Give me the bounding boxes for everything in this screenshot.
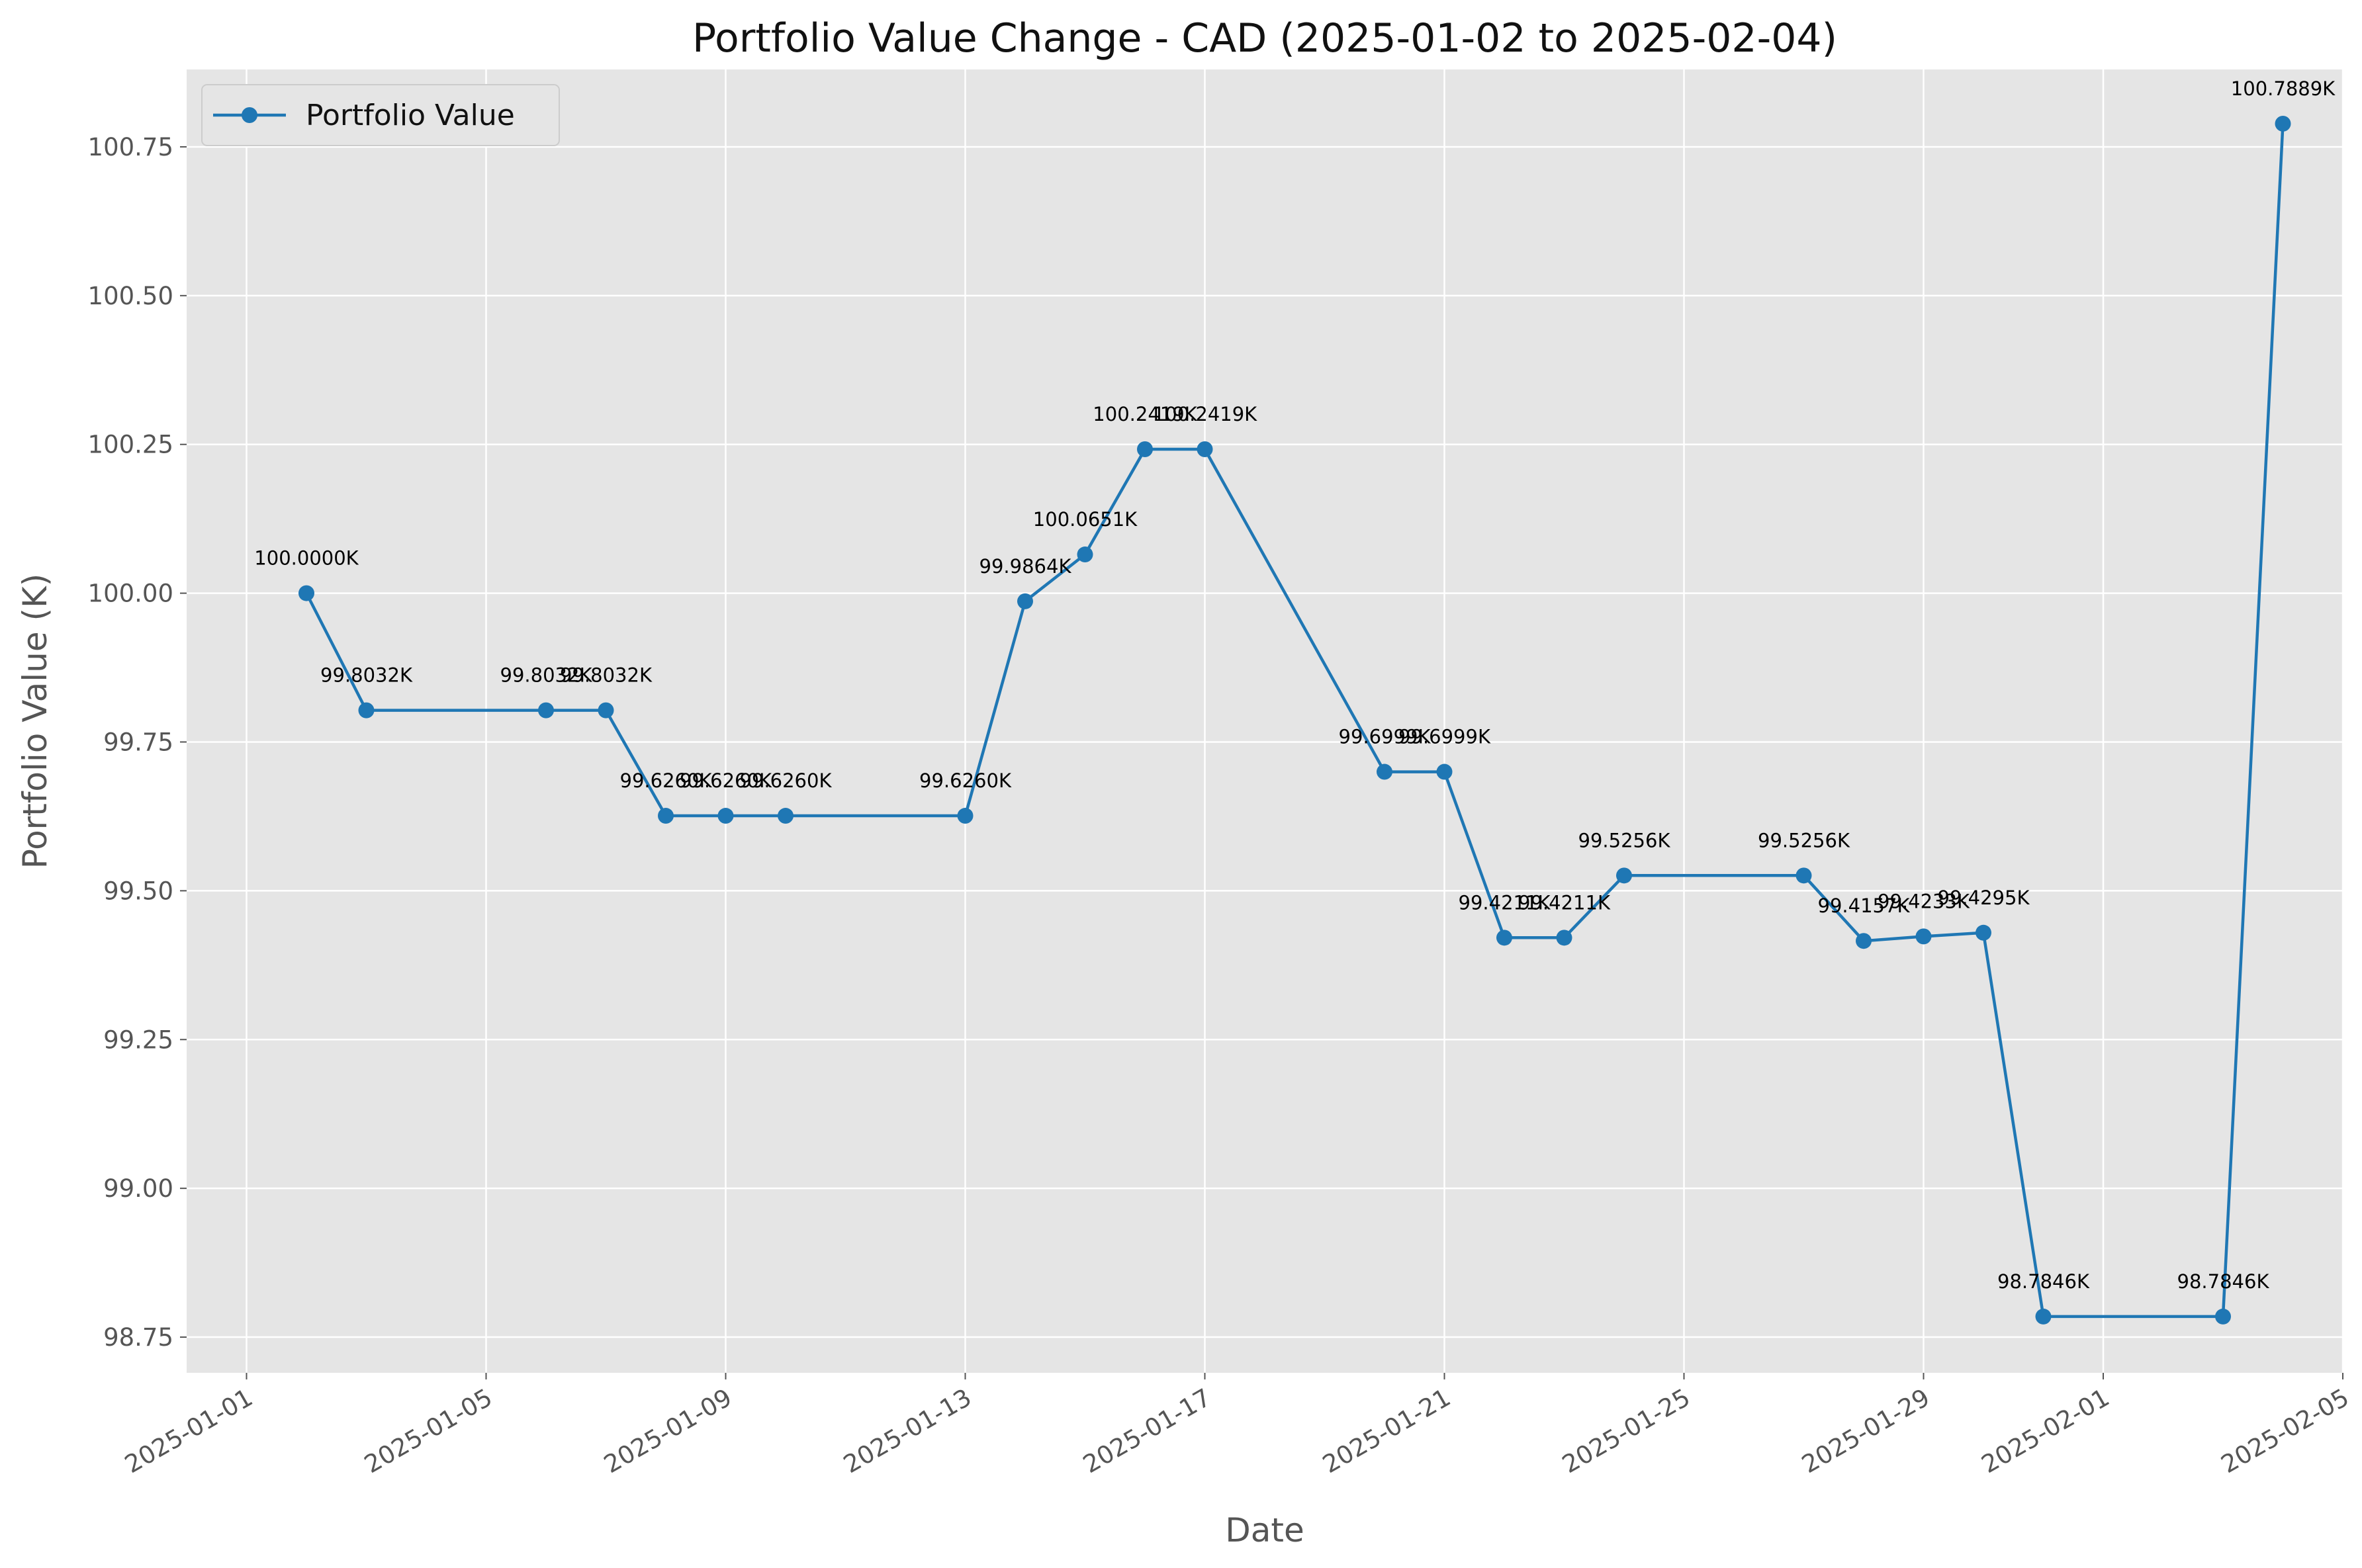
y-tick-label: 100.25 [88, 431, 173, 459]
x-axis-label: Date [1225, 1511, 1304, 1549]
data-point [1377, 763, 1392, 780]
x-tick-label: 2025-01-29 [1797, 1383, 1934, 1479]
y-tick-label: 100.75 [88, 133, 173, 161]
data-point [1856, 933, 1872, 949]
data-label: 99.8032K [320, 664, 413, 687]
data-label: 99.4233K [1878, 890, 1970, 912]
data-point [2035, 1308, 2052, 1325]
y-tick-label: 100.00 [88, 580, 173, 608]
data-point [658, 808, 674, 824]
data-label: 99.4295K [1938, 887, 2030, 909]
data-point [2275, 115, 2291, 132]
data-label: 99.4157K [1818, 894, 1911, 917]
data-point [1436, 763, 1453, 780]
data-point [1616, 867, 1632, 884]
data-point [598, 702, 614, 719]
data-point [1496, 930, 1512, 946]
x-tick-label: 2025-01-25 [1557, 1383, 1695, 1479]
y-axis-label: Portfolio Value (K) [16, 574, 54, 869]
y-tick-label: 99.50 [103, 877, 173, 905]
data-point [358, 702, 375, 719]
y-tick-label: 99.75 [103, 728, 173, 756]
y-tick-label: 98.75 [103, 1323, 173, 1352]
data-point [1137, 441, 1153, 457]
x-tick-label: 2025-01-21 [1318, 1383, 1455, 1479]
data-label: 100.0000K [254, 547, 359, 570]
data-point [717, 808, 734, 824]
data-label: 100.0651K [1033, 508, 1138, 531]
data-label: 98.7846K [2177, 1270, 2270, 1293]
data-label: 100.2419K [1153, 403, 1257, 425]
x-tick-label: 2025-01-09 [599, 1383, 737, 1479]
data-point [1556, 930, 1572, 946]
data-point [538, 702, 554, 719]
x-tick-label: 2025-01-17 [1078, 1383, 1216, 1479]
series-line [304, 123, 2285, 1319]
data-point [778, 808, 794, 824]
legend-box [201, 84, 560, 146]
data-label: 99.4211K [1518, 891, 1611, 914]
data-label: 99.8032K [500, 664, 593, 687]
x-tick-label: 2025-01-01 [120, 1383, 257, 1479]
plot-background [187, 69, 2343, 1373]
data-label: 99.6260K [919, 769, 1012, 792]
series-layer [298, 115, 2291, 1325]
x-tick-label: 2025-01-13 [839, 1383, 976, 1479]
data-point [1795, 867, 1812, 884]
legend-label: Portfolio Value [306, 99, 515, 132]
legend-marker [242, 107, 257, 123]
data-label: 99.6260K [680, 769, 772, 792]
data-label: 99.5256K [1578, 829, 1671, 851]
x-tick-label: 2025-01-05 [359, 1383, 497, 1479]
data-label: 99.8032K [560, 664, 653, 687]
x-tick-label: 2025-02-05 [2216, 1383, 2354, 1479]
data-point [298, 585, 314, 601]
data-point [1197, 441, 1213, 457]
data-label: 99.5256K [1758, 829, 1850, 851]
data-point [2215, 1308, 2231, 1325]
data-point [957, 808, 974, 824]
data-label: 99.6999K [1398, 726, 1491, 748]
data-label: 99.6260K [620, 769, 713, 792]
data-label: 98.7846K [1997, 1270, 2090, 1293]
data-point [1976, 924, 1991, 941]
x-tick-label: 2025-02-01 [1977, 1383, 2114, 1479]
chart-title: Portfolio Value Change - CAD (2025-01-02… [692, 15, 1837, 62]
data-label: 99.6260K [740, 769, 833, 792]
data-point [1915, 928, 1932, 945]
grid-lines [187, 69, 2344, 1373]
data-label: 100.7889K [2231, 77, 2336, 100]
y-tick-label: 99.25 [103, 1025, 173, 1054]
data-point [1077, 546, 1093, 563]
legend: Portfolio Value [201, 84, 560, 146]
data-label: 99.9864K [979, 555, 1072, 578]
data-label: 100.2419K [1093, 403, 1197, 425]
data-label: 99.6999K [1339, 726, 1431, 748]
y-tick-label: 100.50 [88, 282, 173, 310]
data-label: 99.4211K [1459, 891, 1551, 914]
data-point [1017, 593, 1033, 609]
y-tick-label: 99.00 [103, 1174, 173, 1203]
